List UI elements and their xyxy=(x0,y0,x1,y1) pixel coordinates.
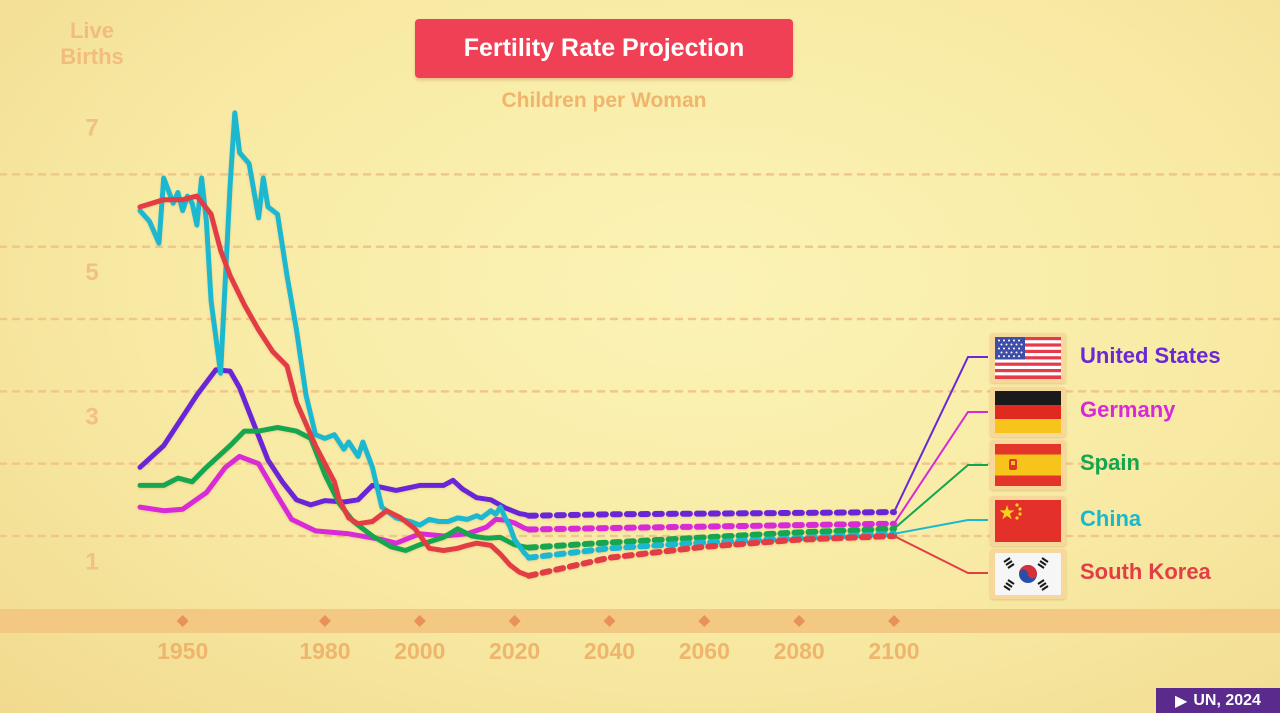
x-tick-marker xyxy=(793,615,806,627)
y-tick-label: 3 xyxy=(85,404,98,431)
y-tick-label: 1 xyxy=(85,548,98,575)
x-tick-label: 2100 xyxy=(868,638,919,664)
south-korea-flag-icon xyxy=(990,549,1066,599)
series-line-china xyxy=(137,110,532,561)
x-tick-label: 2040 xyxy=(584,638,635,664)
x-tick-marker xyxy=(318,615,331,627)
source-label: UN, 2024 xyxy=(1193,691,1261,709)
chart-subtitle: Children per Woman xyxy=(501,89,707,112)
x-axis-band xyxy=(0,609,1280,633)
x-tick-marker xyxy=(603,615,616,627)
x-tick-label: 2060 xyxy=(679,638,730,664)
legend-label-china: China xyxy=(1080,506,1142,531)
series-projection-spain xyxy=(525,525,897,551)
legend-label-germany: Germany xyxy=(1080,397,1176,422)
series-line-germany xyxy=(137,453,532,546)
y-tick-label: 5 xyxy=(85,259,98,286)
x-tick-label: 2020 xyxy=(489,638,540,664)
y-axis-title: Live Births xyxy=(60,18,124,69)
legend-connector-germany xyxy=(893,411,988,525)
legend-item-united-states: United States xyxy=(990,333,1280,383)
legend-item-spain: Spain xyxy=(990,440,1280,490)
source-badge: ▶ UN, 2024 xyxy=(1156,688,1280,713)
x-tick-marker xyxy=(888,615,900,627)
x-tick-marker xyxy=(176,615,189,627)
legend-connector-spain xyxy=(893,464,988,530)
legend-connector-united-states xyxy=(893,356,988,513)
legend-item-south-korea: South Korea xyxy=(990,549,1280,599)
legend-label-united-states: United States xyxy=(1080,343,1221,368)
x-tick-label: 2000 xyxy=(394,638,445,664)
series-projection-germany xyxy=(525,520,897,533)
play-icon: ▶ xyxy=(1175,692,1188,710)
y-tick-label: 7 xyxy=(85,114,98,141)
us-flag-icon xyxy=(990,333,1066,383)
spain-flag-icon xyxy=(990,440,1066,490)
germany-flag-icon xyxy=(990,387,1066,437)
x-tick-label: 1950 xyxy=(157,638,208,664)
chart-title: Fertility Rate Projection xyxy=(415,19,793,78)
x-tick-marker xyxy=(508,615,521,627)
series-projection-united-states xyxy=(525,509,897,519)
x-tick-marker xyxy=(413,615,426,627)
legend-connector-south-korea xyxy=(893,535,988,574)
series-projection-china xyxy=(525,530,897,561)
series-line-south-korea xyxy=(137,193,532,579)
legend-item-germany: Germany xyxy=(990,387,1280,437)
legend-item-china: China xyxy=(990,496,1280,546)
series-projection-south-korea xyxy=(525,533,897,579)
x-tick-marker xyxy=(698,615,711,627)
legend-label-spain: Spain xyxy=(1080,450,1140,475)
x-tick-label: 2080 xyxy=(774,638,825,664)
legend-connector-china xyxy=(893,519,988,535)
legend-label-south-korea: South Korea xyxy=(1080,559,1211,584)
china-flag-icon xyxy=(990,496,1066,546)
x-tick-label: 1980 xyxy=(299,638,350,664)
